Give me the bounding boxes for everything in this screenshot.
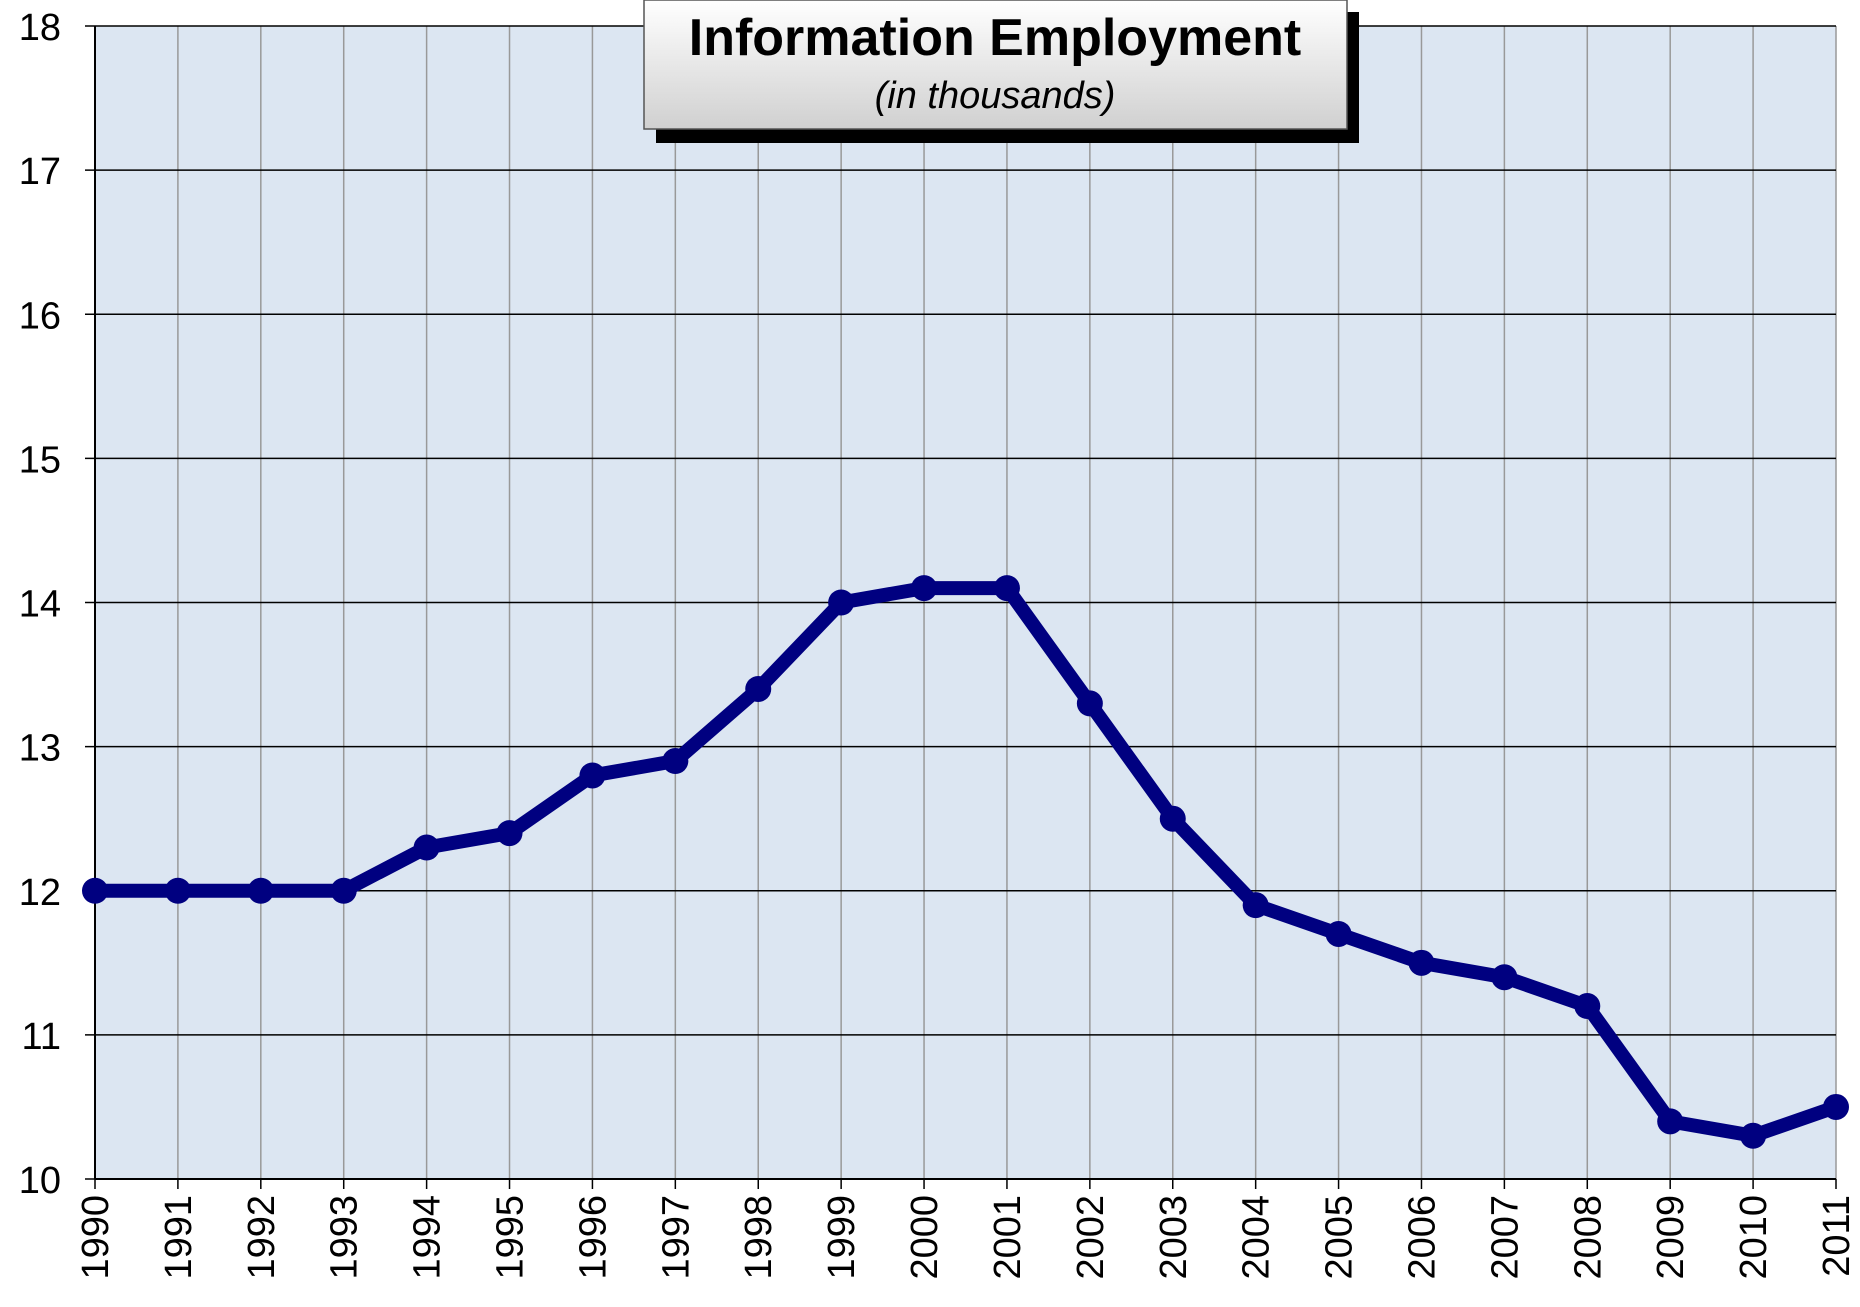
point [1740, 1122, 1767, 1149]
point [1657, 1108, 1684, 1135]
x-tick-label: 1995 [490, 1195, 532, 1280]
x-tick-label: 2002 [1070, 1195, 1112, 1280]
x-tick-label: 2005 [1319, 1195, 1361, 1280]
series-line [95, 581, 1839, 1143]
title-box [643, 0, 1348, 130]
x-tick-label: 1997 [655, 1195, 697, 1280]
x-tick-label: 1991 [158, 1195, 200, 1280]
point [1076, 690, 1103, 717]
point [330, 877, 357, 904]
point [1242, 892, 1269, 919]
y-tick-label: 13 [19, 728, 61, 770]
labels: 1990 1991 1992 1993 1994 1995 1996 1997 1998 1999… [19, 7, 1858, 1280]
x-tick-label: 2004 [1236, 1195, 1278, 1280]
point [993, 575, 1020, 602]
x-tick-label: 1996 [572, 1195, 614, 1280]
point [82, 877, 108, 904]
point [911, 575, 938, 602]
x-tick-label: 2003 [1153, 1195, 1195, 1280]
point [579, 762, 606, 789]
point [1823, 1093, 1849, 1120]
y-tick-label: 14 [19, 584, 61, 626]
x-tick-label: 1994 [407, 1195, 449, 1280]
y-tick-label: 17 [19, 151, 61, 193]
point [1491, 964, 1518, 991]
point [662, 748, 689, 775]
x-tick-label: 2011 [1816, 1195, 1858, 1277]
point [247, 877, 274, 904]
point [496, 820, 523, 847]
chart-subtitle: (in thousands) [875, 75, 1116, 117]
y-tick-label: 11 [22, 1016, 61, 1058]
point [828, 589, 855, 616]
y-tick-label: 15 [19, 439, 61, 481]
x-tick-label: 1992 [241, 1195, 283, 1280]
x-tick-label: 2009 [1650, 1195, 1692, 1280]
x-tick-label: 2006 [1401, 1195, 1443, 1280]
point [413, 834, 440, 861]
point [745, 675, 772, 702]
y-tick-label: 12 [19, 872, 61, 914]
chart-title: Information Employment [689, 9, 1301, 67]
x-tick-label: 1990 [75, 1195, 117, 1280]
x-tick-label: 1999 [821, 1195, 863, 1280]
x-tick-label: 2001 [987, 1195, 1029, 1280]
point [1408, 949, 1435, 976]
x-tick-label: 2007 [1484, 1195, 1526, 1280]
y-tick-label: 18 [19, 7, 61, 49]
x-tick-label: 2008 [1567, 1195, 1609, 1280]
marks [82, 575, 1849, 1149]
point [1159, 805, 1186, 832]
point [1574, 993, 1601, 1020]
x-tick-label: 1993 [324, 1195, 366, 1280]
point [1325, 920, 1352, 947]
x-tick-label: 2000 [904, 1195, 946, 1280]
point [164, 877, 191, 904]
y-tick-label: 16 [19, 295, 61, 337]
x-tick-label: 1998 [738, 1195, 780, 1280]
x-tick-label: 2010 [1733, 1195, 1775, 1280]
y-tick-label: 10 [19, 1160, 61, 1202]
